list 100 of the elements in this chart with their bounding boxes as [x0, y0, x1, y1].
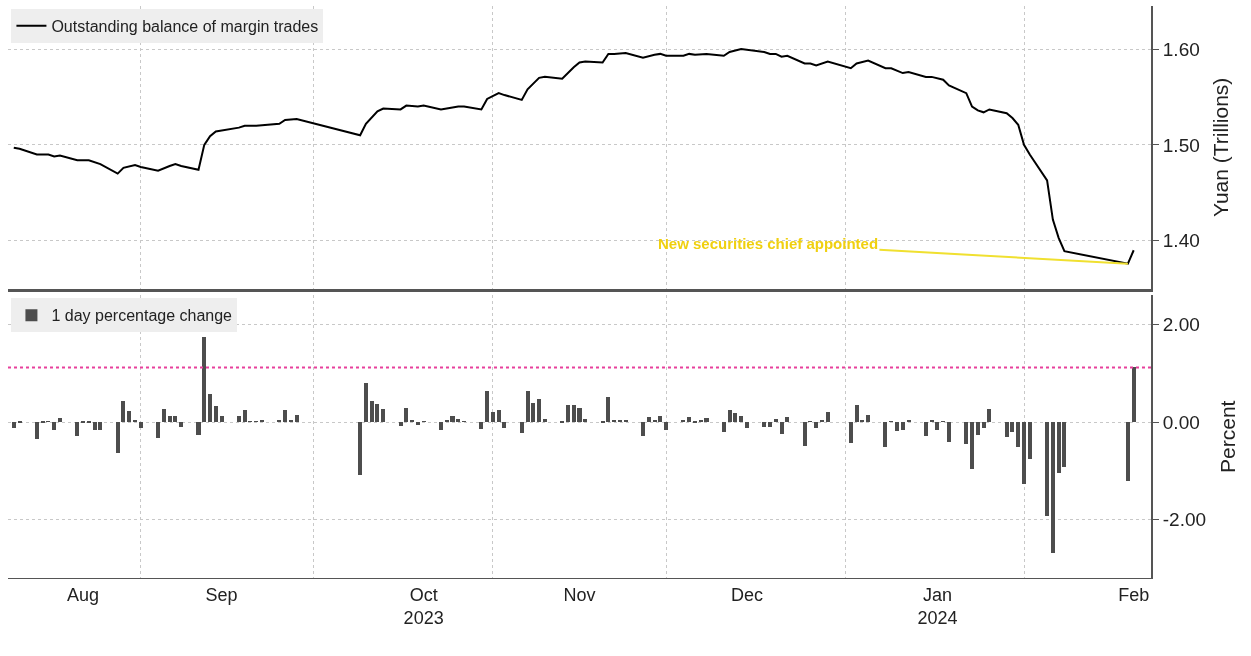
y-tick-label: 1.60	[1162, 38, 1200, 60]
bar	[439, 422, 443, 431]
y-tick-label: 1.50	[1162, 134, 1200, 156]
x-tick-label: Aug	[67, 584, 100, 605]
bar	[237, 416, 241, 423]
bar	[156, 422, 160, 439]
bar	[970, 422, 974, 470]
bar	[520, 422, 524, 434]
bar	[485, 391, 489, 423]
bar	[762, 422, 766, 428]
y-axis-title: Yuan (Trillions)	[1209, 77, 1233, 217]
bar	[647, 417, 651, 423]
bar	[907, 420, 911, 423]
bar	[681, 420, 685, 423]
bar	[537, 399, 541, 423]
bar	[560, 421, 564, 424]
bar	[416, 422, 420, 426]
bar	[35, 422, 39, 440]
bar	[693, 421, 697, 424]
y-tick-label: 1.40	[1162, 230, 1200, 252]
bar	[133, 420, 137, 423]
bar	[283, 410, 287, 423]
bar	[924, 422, 928, 437]
bar	[18, 421, 22, 424]
bar	[930, 420, 934, 423]
bar	[664, 422, 668, 431]
bar	[1126, 422, 1130, 482]
bar	[964, 422, 968, 445]
bar	[179, 422, 183, 428]
bar	[1022, 422, 1026, 485]
bar	[364, 383, 368, 423]
bar	[849, 422, 853, 444]
bar	[803, 422, 807, 447]
bar	[295, 415, 299, 423]
bar	[58, 418, 62, 423]
bar	[814, 422, 818, 429]
bar	[491, 412, 495, 423]
bar	[947, 422, 951, 443]
bar	[87, 421, 91, 424]
x-tick-label: Feb	[1118, 584, 1150, 605]
bar	[866, 415, 870, 423]
bar	[479, 422, 483, 430]
bar	[722, 422, 726, 433]
legend-label: 1 day percentage change	[51, 307, 233, 325]
x-tick-label: Jan 2024	[917, 584, 958, 628]
bar	[202, 337, 206, 423]
bar	[358, 422, 362, 476]
x-tick-label: Dec	[730, 584, 763, 605]
bar	[75, 422, 79, 437]
bar	[687, 417, 691, 423]
bar	[780, 422, 784, 435]
bar	[618, 420, 622, 423]
bar	[624, 420, 628, 423]
x-tick-label: Oct 2023	[403, 584, 444, 628]
bar	[543, 419, 547, 423]
bar	[277, 420, 281, 423]
x-tick-label: Nov	[563, 584, 596, 605]
bar	[196, 422, 201, 436]
bar	[641, 422, 645, 437]
bar	[820, 420, 824, 423]
bar	[289, 420, 293, 423]
bar	[987, 409, 991, 423]
bar	[220, 416, 224, 423]
line-series	[12, 48, 1135, 265]
bar	[399, 422, 403, 427]
bar	[883, 422, 887, 448]
bar	[260, 420, 264, 423]
bar	[208, 394, 212, 423]
y-tick-label: 0.00	[1162, 411, 1200, 433]
legend-label: Outstanding balance of margin trades	[51, 18, 319, 35]
bar	[895, 422, 899, 432]
bar	[381, 409, 385, 423]
bar	[935, 422, 939, 431]
bar	[502, 422, 506, 429]
bar	[745, 422, 749, 429]
bar	[976, 422, 980, 436]
bar	[566, 405, 570, 423]
bar	[127, 411, 131, 423]
y-tick-label: -2.00	[1162, 509, 1207, 531]
bar	[404, 408, 408, 423]
y-tick-label: 2.00	[1162, 314, 1200, 336]
bar	[139, 422, 143, 429]
bar	[1051, 422, 1055, 554]
bar	[774, 419, 778, 423]
bar	[1132, 367, 1136, 423]
bar	[162, 409, 166, 423]
bar	[12, 422, 16, 429]
annotation: New securities chief appointed	[658, 235, 879, 252]
bar	[739, 416, 743, 423]
bar	[1045, 422, 1049, 517]
bar	[826, 412, 830, 423]
bar	[214, 406, 218, 423]
bar	[116, 422, 120, 454]
bar	[612, 420, 616, 423]
bar	[497, 410, 501, 423]
bar	[52, 422, 56, 431]
bar	[81, 421, 85, 424]
bar	[768, 422, 772, 428]
y-axis-title: Percent	[1215, 400, 1239, 473]
bar	[1016, 422, 1020, 448]
